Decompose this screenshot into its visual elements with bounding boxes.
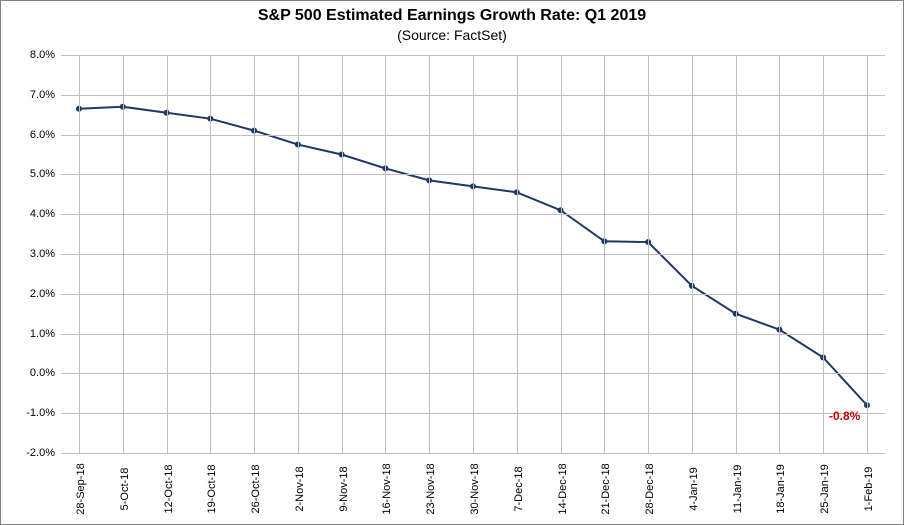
gridline-x [254, 55, 255, 453]
x-axis-tick-label: 26-Oct-18 [250, 465, 262, 514]
gridline-x [692, 55, 693, 453]
x-axis-tick-label: 5-Oct-18 [119, 468, 131, 511]
x-axis-tick-label: 2-Nov-18 [294, 466, 306, 511]
x-axis-tick-label: 7-Dec-18 [513, 466, 525, 511]
chart-subtitle: (Source: FactSet) [1, 27, 903, 43]
y-axis-tick-label: 3.0% [9, 248, 55, 260]
gridline-x [823, 55, 824, 453]
x-axis-tick-label: 16-Nov-18 [381, 463, 393, 514]
gridline-x [779, 55, 780, 453]
x-axis-tick-label: 11-Jan-19 [732, 465, 744, 514]
x-axis-tick-label: 4-Jan-19 [688, 467, 700, 510]
gridline-x [473, 55, 474, 453]
x-axis-tick-label: 25-Jan-19 [819, 464, 831, 514]
y-axis-tick-label: -1.0% [9, 407, 55, 419]
x-axis-tick-label: 21-Dec-18 [600, 463, 612, 514]
x-axis-tick-label: 9-Nov-18 [338, 466, 350, 511]
gridline-x [867, 55, 868, 453]
y-axis-tick-label: 7.0% [9, 89, 55, 101]
gridline-x [736, 55, 737, 453]
gridline-x [342, 55, 343, 453]
y-axis-tick-label: 4.0% [9, 208, 55, 220]
y-axis-tick-label: 8.0% [9, 49, 55, 61]
gridline-x [385, 55, 386, 453]
final-value-annotation: -0.8% [829, 409, 860, 423]
gridline-x [429, 55, 430, 453]
y-axis-tick-label: 0.0% [9, 367, 55, 379]
y-axis-tick-label: 6.0% [9, 129, 55, 141]
y-axis-tick-label: 2.0% [9, 288, 55, 300]
chart-frame: S&P 500 Estimated Earnings Growth Rate: … [0, 0, 904, 525]
x-axis-tick-label: 18-Jan-19 [775, 464, 787, 514]
gridline-x [517, 55, 518, 453]
gridline-x [561, 55, 562, 453]
y-axis-tick-label: 1.0% [9, 328, 55, 340]
gridline-x [79, 55, 80, 453]
x-axis-tick-label: 12-Oct-18 [163, 465, 175, 514]
x-axis-tick-label: 30-Nov-18 [469, 463, 481, 514]
chart-title-block: S&P 500 Estimated Earnings Growth Rate: … [1, 7, 903, 43]
gridline-x [167, 55, 168, 453]
x-axis-tick-label: 14-Dec-18 [557, 463, 569, 514]
x-axis-tick-label: 19-Oct-18 [206, 465, 218, 514]
gridline-x [604, 55, 605, 453]
x-axis-tick-label: 23-Nov-18 [425, 463, 437, 514]
x-axis-tick-label: 1-Feb-19 [863, 467, 875, 512]
plot-area: -2.0%-1.0%0.0%1.0%2.0%3.0%4.0%5.0%6.0%7.… [61, 55, 885, 453]
x-axis-tick-label: 28-Dec-18 [644, 463, 656, 514]
y-axis-tick-label: 5.0% [9, 168, 55, 180]
gridline-y [61, 453, 885, 454]
gridline-x [210, 55, 211, 453]
x-axis-tick-label: 28-Sep-18 [75, 463, 87, 514]
gridline-x [648, 55, 649, 453]
gridline-x [123, 55, 124, 453]
gridline-x [298, 55, 299, 453]
chart-title: S&P 500 Estimated Earnings Growth Rate: … [1, 7, 903, 25]
y-axis-tick-label: -2.0% [9, 447, 55, 459]
